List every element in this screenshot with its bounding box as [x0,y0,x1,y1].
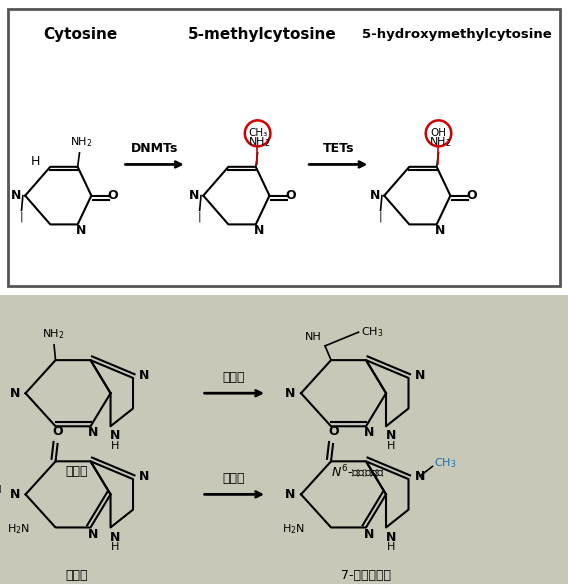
Text: NH$_2$: NH$_2$ [429,135,452,149]
Text: O: O [286,189,296,202]
Text: 鸟噸呀: 鸟噸呀 [65,569,88,582]
Text: CH₃: CH₃ [248,128,267,138]
Text: O: O [107,189,118,202]
Text: NH$_2$: NH$_2$ [70,135,93,149]
Text: 甲基化: 甲基化 [223,370,245,384]
Text: N: N [139,470,150,483]
Text: N: N [110,429,121,443]
Text: $N^6$-甲基腺噸呀: $N^6$-甲基腺噸呀 [331,463,385,479]
Text: |: | [379,211,382,222]
Text: H$_2$N: H$_2$N [282,523,305,536]
Text: OH: OH [431,128,446,138]
Text: H: H [387,542,395,552]
Text: NH: NH [305,332,322,342]
Text: |: | [198,211,202,222]
Text: 5-hydroxymethylcytosine: 5-hydroxymethylcytosine [362,27,552,41]
Text: N: N [386,429,396,443]
Text: N: N [10,488,20,501]
Text: N: N [89,527,99,541]
Text: N: N [285,488,295,501]
Text: N: N [139,369,150,382]
Text: NH$_2$: NH$_2$ [248,135,271,149]
Text: 7-甲基鸟噸呀: 7-甲基鸟噸呀 [341,569,391,582]
Text: N: N [364,426,374,439]
Text: H: H [31,155,40,168]
Text: N: N [386,531,396,544]
Text: N: N [76,224,86,238]
Text: HN: HN [0,485,3,495]
Text: H: H [111,440,120,451]
Text: O: O [53,425,64,439]
Text: H: H [111,542,120,552]
Text: TETs: TETs [323,142,354,155]
Text: NH$_2$: NH$_2$ [42,327,64,341]
Text: H$_2$N: H$_2$N [7,523,30,536]
Text: N: N [254,224,265,238]
FancyBboxPatch shape [9,9,559,286]
Text: N: N [364,527,374,541]
Text: CH$_3$: CH$_3$ [361,325,383,339]
Text: N: N [285,387,295,399]
Text: CH$_3$: CH$_3$ [435,456,457,470]
Text: O: O [466,189,477,202]
Text: N: N [189,189,199,202]
Text: |: | [20,211,23,222]
Text: N: N [110,531,121,544]
Text: 腺噸呀: 腺噸呀 [65,465,88,478]
Text: N: N [11,189,21,202]
Text: H: H [387,440,395,451]
Text: DNMTs: DNMTs [131,142,178,155]
Text: N: N [415,470,425,483]
Text: N: N [435,224,445,238]
Text: N: N [415,369,425,382]
Text: O: O [328,425,339,439]
Text: N: N [10,387,20,399]
FancyBboxPatch shape [0,295,568,584]
Text: 5-methylcytosine: 5-methylcytosine [187,27,336,41]
Text: N: N [370,189,380,202]
Text: Cytosine: Cytosine [44,27,118,41]
Text: N: N [89,426,99,439]
Text: 甲基化: 甲基化 [223,472,245,485]
